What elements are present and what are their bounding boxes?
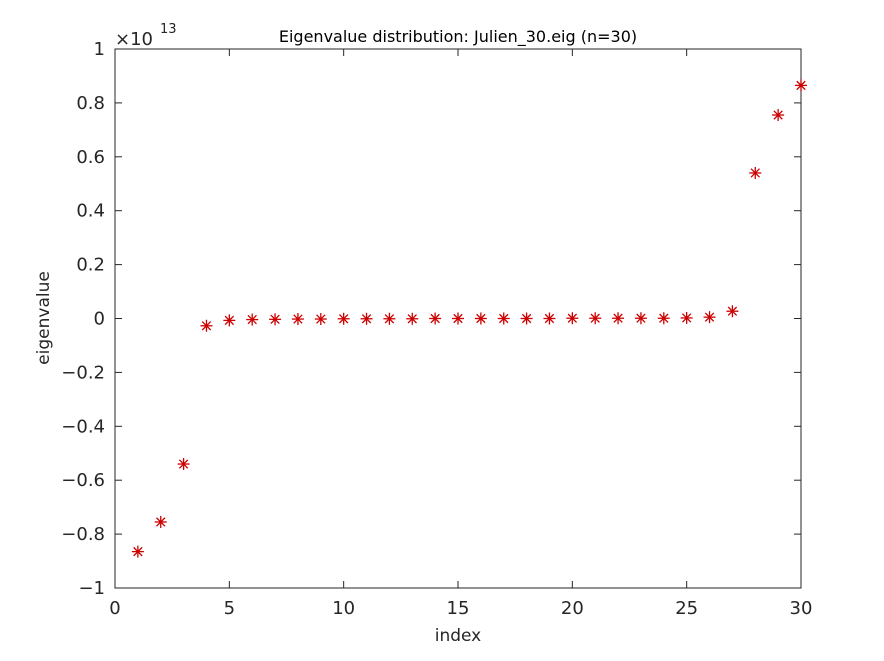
data-point xyxy=(452,312,464,325)
data-point xyxy=(360,312,373,325)
data-point xyxy=(772,109,785,122)
y-tick-label: 0.6 xyxy=(76,147,105,168)
x-axis-ticks: 0 5 10 15 20 25 30 xyxy=(109,49,812,619)
data-point xyxy=(291,313,304,326)
y-tick-label: −0.4 xyxy=(61,416,105,437)
x-tick-label: 20 xyxy=(561,598,584,619)
y-exponent-power: 13 xyxy=(160,22,177,37)
data-points xyxy=(131,79,807,558)
data-point xyxy=(474,312,487,325)
data-point xyxy=(269,313,282,326)
x-tick-label: 15 xyxy=(447,598,470,619)
data-point xyxy=(223,314,236,327)
data-point xyxy=(429,312,442,325)
data-point xyxy=(680,311,693,324)
y-tick-label: −1 xyxy=(78,578,105,599)
data-point xyxy=(154,515,167,528)
y-axis-ticks: −1 −0.8 −0.6 −0.4 −0.2 0 0.2 0.4 0.6 0.8 1 xyxy=(61,39,801,599)
data-point xyxy=(177,458,190,471)
data-point xyxy=(795,79,807,92)
y-tick-label: 0.4 xyxy=(76,201,105,222)
y-tick-label: −0.2 xyxy=(61,362,105,383)
data-point xyxy=(200,319,213,332)
data-point xyxy=(657,312,670,325)
data-point xyxy=(337,312,350,325)
data-point xyxy=(749,166,762,179)
y-tick-label: −0.8 xyxy=(61,524,105,545)
x-tick-label: 10 xyxy=(332,598,355,619)
y-exponent-base: ×10 xyxy=(115,29,153,50)
data-point xyxy=(246,313,259,326)
x-tick-label: 0 xyxy=(109,598,120,619)
data-point xyxy=(520,312,533,325)
data-point xyxy=(314,313,327,326)
chart-title: Eigenvalue distribution: Julien_30.eig (… xyxy=(279,27,637,47)
data-point xyxy=(383,312,396,325)
x-axis-label: index xyxy=(435,626,482,646)
data-point xyxy=(566,312,579,325)
data-point xyxy=(131,545,144,558)
data-point xyxy=(589,312,602,325)
y-tick-label: 0 xyxy=(94,309,105,330)
data-point xyxy=(703,311,716,324)
x-tick-label: 30 xyxy=(790,598,813,619)
data-point xyxy=(543,312,556,325)
y-tick-label: 1 xyxy=(94,39,105,60)
x-tick-label: 25 xyxy=(675,598,698,619)
data-point xyxy=(634,312,647,325)
data-point xyxy=(497,312,510,325)
data-point xyxy=(726,305,739,318)
y-axis-label: eigenvalue xyxy=(34,271,54,365)
data-point xyxy=(406,312,419,325)
data-point xyxy=(612,312,625,325)
y-tick-label: 0.8 xyxy=(76,93,105,114)
y-tick-label: 0.2 xyxy=(76,255,105,276)
y-tick-label: −0.6 xyxy=(61,470,105,491)
x-tick-label: 5 xyxy=(224,598,235,619)
